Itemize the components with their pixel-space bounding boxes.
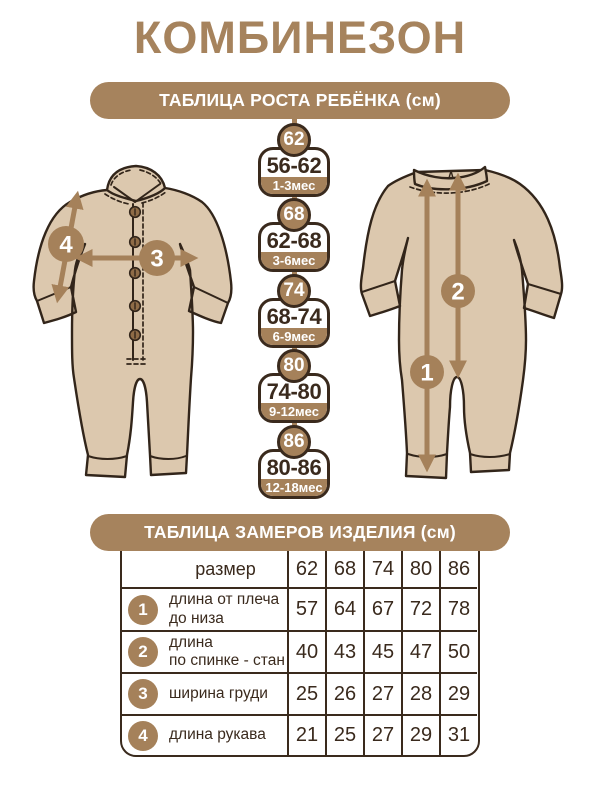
marker-number-2: 2 xyxy=(451,278,464,305)
page-title: КОМБИНЕЗОН xyxy=(133,12,467,63)
romper-back-body xyxy=(359,168,564,480)
table-value-cell: 64 xyxy=(325,587,363,630)
table-value-cell: 72 xyxy=(401,587,439,630)
front-buttons xyxy=(128,205,142,342)
size-circle: 80 xyxy=(277,349,311,383)
size-box: 56-62 1-3мес xyxy=(258,147,330,197)
product-table-header-label: ТАБЛИЦА ЗАМЕРОВ ИЗДЕЛИЯ (см) xyxy=(144,522,456,542)
row-number-badge: 4 xyxy=(128,720,158,751)
table-value-cell: 25 xyxy=(325,714,363,755)
table-value-cell: 21 xyxy=(287,714,325,755)
age-range: 1-3мес xyxy=(261,177,327,194)
size-circle: 68 xyxy=(277,198,311,232)
measurement-table: размер 62 68 74 80 86 1 длина от плеча д… xyxy=(120,549,480,757)
size-badge-80: 80 74-80 9-12мес xyxy=(258,349,330,423)
table-value-cell: 28 xyxy=(401,672,439,714)
height-range: 56-62 xyxy=(266,153,322,178)
marker-circle-1 xyxy=(410,355,444,389)
table-value-cell: 67 xyxy=(363,587,401,630)
age-range: 6-9мес xyxy=(261,328,327,345)
back-wrist-cuff-seams xyxy=(361,280,562,295)
front-placket-stitching xyxy=(126,202,146,365)
table-value-cell: 40 xyxy=(287,630,325,672)
table-value-cell: 45 xyxy=(363,630,401,672)
table-value-cell: 27 xyxy=(363,714,401,755)
table-value-cell: 47 xyxy=(401,630,439,672)
table-size-cell: 62 xyxy=(287,551,325,587)
table-value-cell: 26 xyxy=(325,672,363,714)
growth-table-header: ТАБЛИЦА РОСТА РЕБЁНКА (см) xyxy=(90,82,510,119)
height-range: 74-80 xyxy=(266,379,322,404)
table-size-cell: 86 xyxy=(439,551,477,587)
row-number-badge: 2 xyxy=(128,637,158,667)
row-number-badge: 1 xyxy=(128,594,158,625)
growth-table-header-label: ТАБЛИЦА РОСТА РЕБЁНКА (см) xyxy=(159,90,441,110)
table-value-cell: 78 xyxy=(439,587,477,630)
table-value-cell: 29 xyxy=(401,714,439,755)
height-range: 80-86 xyxy=(266,455,322,480)
romper-front-sketch: 4 3 xyxy=(32,164,233,479)
table-value-cell: 25 xyxy=(287,672,325,714)
row-number-badge: 3 xyxy=(128,679,158,709)
table-row-label: 3 ширина груди xyxy=(122,672,287,714)
size-badge-68: 68 62-68 3-6мес xyxy=(258,198,330,272)
age-range: 12-18мес xyxy=(261,479,327,496)
front-collar-stitching xyxy=(104,169,168,205)
table-value-cell: 29 xyxy=(439,672,477,714)
marker-number-1: 1 xyxy=(420,359,433,386)
size-circle: 86 xyxy=(277,425,311,459)
size-badge-74: 74 68-74 6-9мес xyxy=(258,274,330,348)
romper-back-sketch: 1 2 xyxy=(359,165,564,480)
size-badge-86: 86 80-86 12-18мес xyxy=(258,425,330,499)
table-value-cell: 57 xyxy=(287,587,325,630)
height-range: 62-68 xyxy=(266,228,322,253)
table-value-cell: 43 xyxy=(325,630,363,672)
table-size-cell: 80 xyxy=(401,551,439,587)
size-circle: 62 xyxy=(277,123,311,157)
table-size-cell: 68 xyxy=(325,551,363,587)
table-value-cell: 50 xyxy=(439,630,477,672)
height-range: 68-74 xyxy=(266,304,322,329)
table-row-label: 1 длина от плеча до низа xyxy=(122,587,287,630)
marker-number-4: 4 xyxy=(59,231,73,258)
age-range: 3-6мес xyxy=(261,252,327,269)
table-row-label: 4 длина рукава xyxy=(122,714,287,755)
size-badge-62: 62 56-62 1-3мес xyxy=(258,123,330,197)
age-range: 9-12мес xyxy=(261,403,327,420)
table-value-cell: 31 xyxy=(439,714,477,755)
table-row-label: 2 длина по спинке - стан xyxy=(122,630,287,672)
table-size-cell: 74 xyxy=(363,551,401,587)
marker-circle-4 xyxy=(48,226,84,262)
table-value-cell: 27 xyxy=(363,672,401,714)
size-circle: 74 xyxy=(277,274,311,308)
front-collar-v-lines xyxy=(113,183,161,203)
front-ankle-cuff-seams xyxy=(87,455,187,460)
product-table-header: ТАБЛИЦА ЗАМЕРОВ ИЗДЕЛИЯ (см) xyxy=(90,514,510,551)
marker-circle-3 xyxy=(139,240,175,276)
marker-circle-2 xyxy=(441,274,475,308)
table-size-label-cell: размер xyxy=(195,558,256,579)
marker-number-3: 3 xyxy=(150,245,163,272)
